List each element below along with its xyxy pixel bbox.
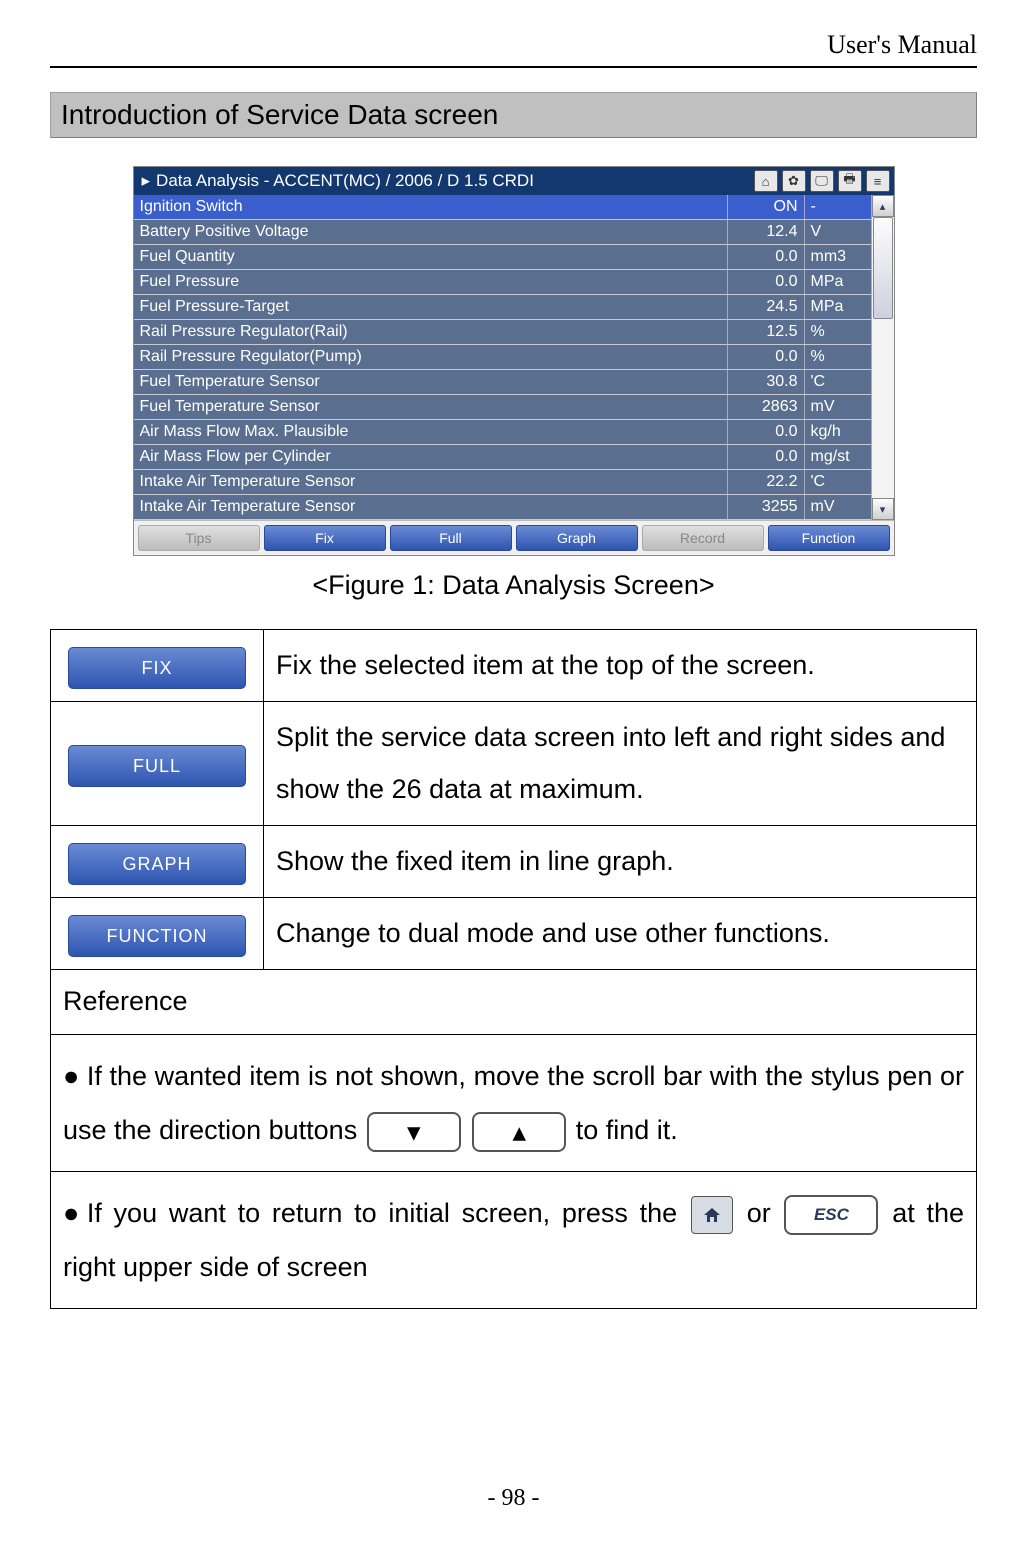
esc-button[interactable]: ESC — [784, 1195, 878, 1235]
fix-desc: Fix the selected item at the top of the … — [264, 630, 977, 702]
row-value: 0.0 — [727, 270, 804, 294]
titlebar-arrow-icon: ▸ — [134, 171, 157, 191]
row-name: Air Mass Flow Max. Plausible — [134, 423, 727, 441]
row-unit: MPa — [804, 295, 871, 319]
row-value: 0.0 — [727, 420, 804, 444]
screenshot-figure: ▸ Data Analysis - ACCENT(MC) / 2006 / D … — [133, 166, 895, 556]
table-row[interactable]: Intake Air Temperature Sensor3255mV — [134, 495, 871, 520]
monitor-icon[interactable]: 🖵 — [810, 170, 834, 192]
scrollbar[interactable]: ▴ ▾ — [871, 195, 894, 520]
scroll-up-icon[interactable]: ▴ — [872, 195, 894, 217]
screenshot-footer: TipsFixFullGraphRecordFunction — [134, 520, 894, 555]
table-row[interactable]: Air Mass Flow per Cylinder0.0mg/st — [134, 445, 871, 470]
row-unit: mV — [804, 495, 871, 519]
row-unit: - — [804, 195, 871, 219]
up-arrow-button[interactable]: ▴ — [472, 1112, 566, 1152]
row-name: Battery Positive Voltage — [134, 223, 727, 241]
graph-button[interactable]: GRAPH — [68, 843, 246, 885]
row-value: 2863 — [727, 395, 804, 419]
reference-item-2: ● If you want to return to initial scree… — [51, 1171, 977, 1308]
header-divider — [50, 66, 977, 68]
table-row[interactable]: Fuel Quantity0.0mm3 — [134, 245, 871, 270]
row-unit: kg/h — [804, 420, 871, 444]
fix-button[interactable]: FIX — [68, 647, 246, 689]
home-icon[interactable]: ⌂ — [754, 170, 778, 192]
row-unit: mm3 — [804, 245, 871, 269]
figure-caption: <Figure 1: Data Analysis Screen> — [50, 570, 977, 601]
row-name: Intake Air Temperature Sensor — [134, 498, 727, 516]
row-name: Fuel Pressure-Target — [134, 298, 727, 316]
ref2-text-a: If you want to return to initial screen,… — [87, 1198, 677, 1228]
scroll-thumb[interactable] — [873, 217, 893, 319]
row-name: Air Mass Flow per Cylinder — [134, 448, 727, 466]
row-name: Fuel Temperature Sensor — [134, 398, 727, 416]
home-small-icon[interactable] — [691, 1196, 733, 1234]
row-name: Ignition Switch — [134, 198, 727, 216]
table-row[interactable]: Intake Air Temperature Sensor22.2'C — [134, 470, 871, 495]
ref1-text-b: to find it. — [576, 1115, 678, 1145]
table-row[interactable]: Fuel Pressure0.0MPa — [134, 270, 871, 295]
row-value: 3255 — [727, 495, 804, 519]
settings-icon[interactable]: ✿ — [782, 170, 806, 192]
down-arrow-button[interactable]: ▾ — [367, 1112, 461, 1152]
fix-footer-button[interactable]: Fix — [264, 525, 386, 551]
ref2-text-b: or — [747, 1198, 771, 1228]
doc-title: User's Manual — [50, 30, 977, 66]
row-value: 30.8 — [727, 370, 804, 394]
function-footer-button[interactable]: Function — [768, 525, 890, 551]
tips-footer-button[interactable]: Tips — [138, 525, 260, 551]
row-name: Fuel Pressure — [134, 273, 727, 291]
row-value: ON — [727, 195, 804, 219]
row-value: 24.5 — [727, 295, 804, 319]
table-row[interactable]: Rail Pressure Regulator(Pump)0.0% — [134, 345, 871, 370]
row-value: 22.2 — [727, 470, 804, 494]
row-name: Fuel Quantity — [134, 248, 727, 266]
full-button[interactable]: FULL — [68, 745, 246, 787]
print-icon[interactable]: 🖶 — [838, 170, 862, 192]
table-row[interactable]: Fuel Temperature Sensor30.8'C — [134, 370, 871, 395]
table-row[interactable]: Fuel Pressure-Target24.5MPa — [134, 295, 871, 320]
row-unit: % — [804, 320, 871, 344]
row-name: Rail Pressure Regulator(Rail) — [134, 323, 727, 341]
section-title: Introduction of Service Data screen — [50, 92, 977, 138]
screenshot-titlebar: ▸ Data Analysis - ACCENT(MC) / 2006 / D … — [134, 167, 894, 195]
function-button[interactable]: FUNCTION — [68, 915, 246, 957]
row-value: 0.0 — [727, 445, 804, 469]
reference-label: Reference — [51, 970, 977, 1034]
row-value: 0.0 — [727, 245, 804, 269]
scroll-track[interactable] — [872, 217, 894, 498]
row-value: 0.0 — [727, 345, 804, 369]
row-name: Rail Pressure Regulator(Pump) — [134, 348, 727, 366]
description-table: FIX Fix the selected item at the top of … — [50, 629, 977, 1309]
table-row[interactable]: Air Mass Flow Max. Plausible0.0kg/h — [134, 420, 871, 445]
scroll-down-icon[interactable]: ▾ — [872, 498, 894, 520]
table-row[interactable]: Battery Positive Voltage12.4V — [134, 220, 871, 245]
data-rows: Ignition SwitchON-Battery Positive Volta… — [134, 195, 871, 520]
row-unit: mV — [804, 395, 871, 419]
titlebar-text: Data Analysis - ACCENT(MC) / 2006 / D 1.… — [156, 171, 753, 191]
full-footer-button[interactable]: Full — [390, 525, 512, 551]
row-unit: % — [804, 345, 871, 369]
reference-item-1: ● If the wanted item is not shown, move … — [51, 1034, 977, 1171]
row-unit: mg/st — [804, 445, 871, 469]
table-row[interactable]: Rail Pressure Regulator(Rail)12.5% — [134, 320, 871, 345]
row-unit: V — [804, 220, 871, 244]
graph-desc: Show the fixed item in line graph. — [264, 825, 977, 897]
record-footer-button[interactable]: Record — [642, 525, 764, 551]
page-number: - 98 - — [0, 1485, 1027, 1512]
table-row[interactable]: Fuel Temperature Sensor2863mV — [134, 395, 871, 420]
graph-footer-button[interactable]: Graph — [516, 525, 638, 551]
row-unit: MPa — [804, 270, 871, 294]
row-unit: 'C — [804, 370, 871, 394]
row-value: 12.5 — [727, 320, 804, 344]
full-desc: Split the service data screen into left … — [264, 702, 977, 826]
row-name: Intake Air Temperature Sensor — [134, 473, 727, 491]
row-name: Fuel Temperature Sensor — [134, 373, 727, 391]
table-row[interactable]: Ignition SwitchON- — [134, 195, 871, 220]
row-unit: 'C — [804, 470, 871, 494]
menu-icon[interactable]: ≡ — [866, 170, 890, 192]
function-desc: Change to dual mode and use other functi… — [264, 898, 977, 970]
row-value: 12.4 — [727, 220, 804, 244]
